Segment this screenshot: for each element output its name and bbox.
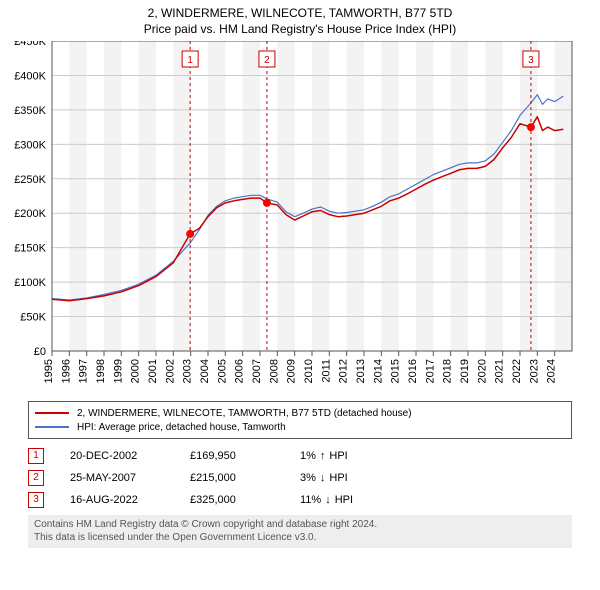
x-tick-label: 2003	[182, 359, 194, 383]
y-tick-label: £200K	[14, 208, 46, 220]
marker-number-3: 3	[528, 55, 534, 66]
x-tick-label: 2015	[390, 359, 402, 383]
x-tick-label: 2004	[199, 359, 211, 383]
x-tick-label: 2009	[286, 359, 298, 383]
chart-area: £0 £50K £100K £150K £200K £250K £300K £350K £400…	[0, 41, 600, 395]
x-tick-label: 2000	[130, 359, 142, 383]
x-tick-label: 2024	[546, 359, 558, 383]
event-price: £325,000	[190, 494, 300, 506]
event-row: 3 16-AUG-2022 £325,000 11% ↓ HPI	[28, 489, 572, 511]
y-tick-label: £0	[34, 346, 46, 358]
title-line1: 2, WINDERMERE, WILNECOTE, TAMWORTH, B77 …	[0, 6, 600, 22]
x-tick-label: 2002	[164, 359, 176, 383]
x-tick-label: 2010	[303, 359, 315, 383]
x-tick-label: 2007	[251, 359, 263, 383]
event-date: 25-MAY-2007	[70, 472, 190, 484]
price-chart: £0 £50K £100K £150K £200K £250K £300K £350K £400…	[0, 41, 600, 395]
x-tick-label: 2019	[459, 359, 471, 383]
marker-dot-3	[527, 123, 535, 131]
legend: 2, WINDERMERE, WILNECOTE, TAMWORTH, B77 …	[28, 401, 572, 439]
x-tick-label: 2008	[268, 359, 280, 383]
x-tick-label: 2005	[216, 359, 228, 383]
x-tick-label: 2023	[528, 359, 540, 383]
legend-label-price-paid: 2, WINDERMERE, WILNECOTE, TAMWORTH, B77 …	[77, 408, 412, 419]
arrow-up-icon: ↑	[320, 450, 326, 462]
x-tick-label: 2020	[476, 359, 488, 383]
x-tick-label: 2014	[372, 359, 384, 383]
x-tick-label: 2006	[234, 359, 246, 383]
marker-number-2: 2	[264, 55, 270, 66]
y-tick-label: £50K	[20, 312, 46, 324]
event-date: 16-AUG-2022	[70, 494, 190, 506]
event-date: 20-DEC-2002	[70, 450, 190, 462]
y-tick-label: £300K	[14, 140, 46, 152]
x-tick-label: 1999	[112, 359, 124, 383]
event-price: £215,000	[190, 472, 300, 484]
y-tick-label: £100K	[14, 277, 46, 289]
event-price: £169,950	[190, 450, 300, 462]
events-table: 1 20-DEC-2002 £169,950 1% ↑ HPI 2 25-MAY…	[28, 445, 572, 511]
x-tick-label: 2016	[407, 359, 419, 383]
x-tick-label: 2017	[424, 359, 436, 383]
event-marker-1: 1	[28, 448, 44, 464]
footer-attribution: Contains HM Land Registry data © Crown c…	[28, 515, 572, 548]
arrow-down-icon: ↓	[320, 472, 326, 484]
legend-swatch-hpi	[35, 426, 69, 428]
event-row: 1 20-DEC-2002 £169,950 1% ↑ HPI	[28, 445, 572, 467]
y-tick-label: £400K	[14, 71, 46, 83]
legend-swatch-price-paid	[35, 412, 69, 414]
event-row: 2 25-MAY-2007 £215,000 3% ↓ HPI	[28, 467, 572, 489]
event-marker-3: 3	[28, 492, 44, 508]
x-tick-label: 2011	[320, 359, 332, 383]
event-diff: 11% ↓ HPI	[300, 494, 353, 506]
x-tick-label: 2021	[494, 359, 506, 383]
legend-label-hpi: HPI: Average price, detached house, Tamw…	[77, 422, 286, 433]
y-tick-label: £450K	[14, 41, 46, 48]
marker-dot-1	[186, 230, 194, 238]
marker-number-1: 1	[187, 55, 193, 66]
marker-dot-2	[263, 199, 271, 207]
x-tick-label: 1997	[78, 359, 90, 383]
y-tick-label: £350K	[14, 105, 46, 117]
event-marker-2: 2	[28, 470, 44, 486]
x-tick-label: 2022	[511, 359, 523, 383]
chart-titles: 2, WINDERMERE, WILNECOTE, TAMWORTH, B77 …	[0, 0, 600, 37]
x-tick-label: 2018	[442, 359, 454, 383]
legend-row-hpi: HPI: Average price, detached house, Tamw…	[35, 420, 565, 434]
x-tick-label: 2012	[338, 359, 350, 383]
x-tick-label: 1996	[60, 359, 72, 383]
x-tick-label: 2013	[355, 359, 367, 383]
x-tick-label: 1998	[95, 359, 107, 383]
y-tick-label: £250K	[14, 174, 46, 186]
event-diff: 1% ↑ HPI	[300, 450, 348, 462]
y-tick-label: £150K	[14, 243, 46, 255]
footer-line2: This data is licensed under the Open Gov…	[34, 532, 566, 545]
legend-row-price-paid: 2, WINDERMERE, WILNECOTE, TAMWORTH, B77 …	[35, 406, 565, 420]
x-tick-label: 2001	[147, 359, 159, 383]
title-line2: Price paid vs. HM Land Registry's House …	[0, 22, 600, 38]
x-tick-label: 1995	[43, 359, 55, 383]
event-diff: 3% ↓ HPI	[300, 472, 348, 484]
footer-line1: Contains HM Land Registry data © Crown c…	[34, 519, 566, 532]
arrow-down-icon: ↓	[325, 494, 331, 506]
